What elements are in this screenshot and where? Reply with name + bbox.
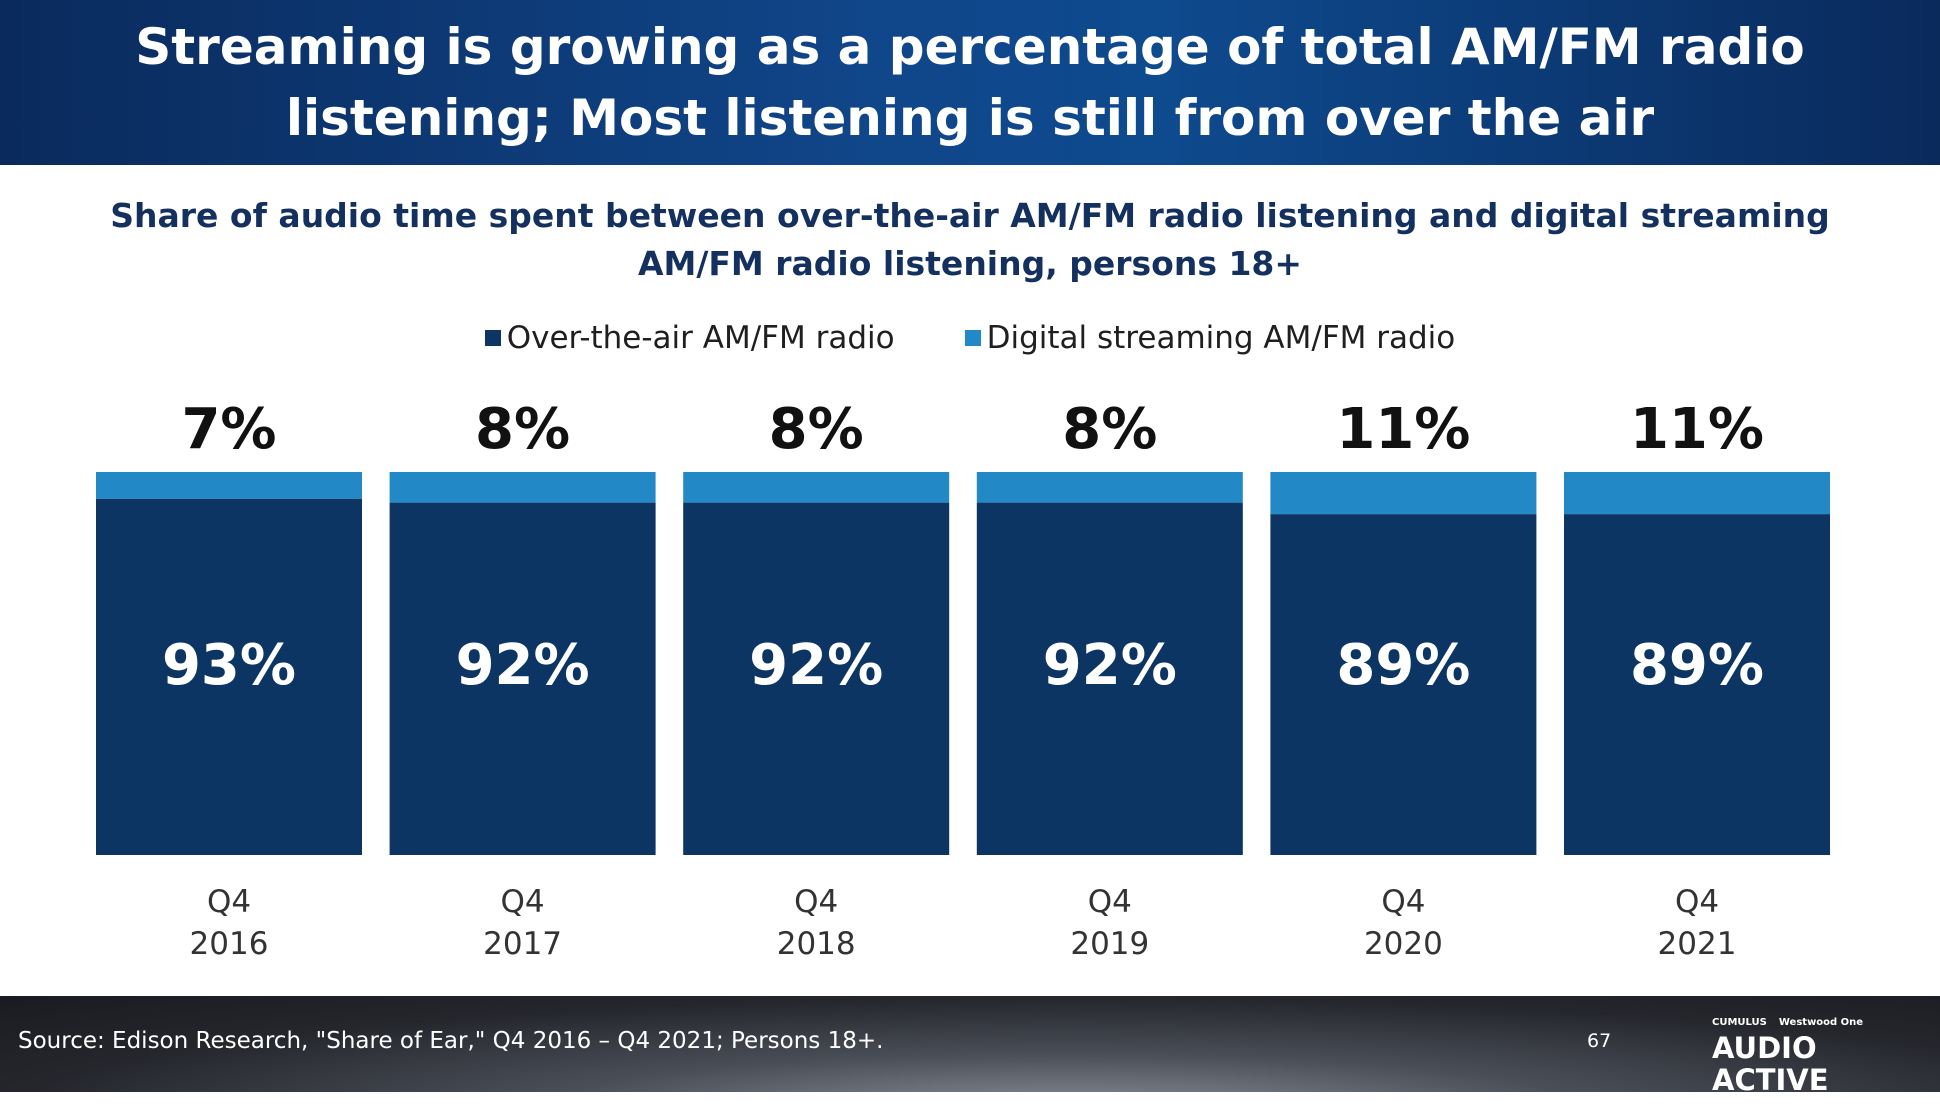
data-label-over-the-air-3: 92% [1043,633,1177,698]
legend-label-over-the-air: Over-the-air AM/FM radio [506,320,895,356]
bar-digital-4 [1270,472,1537,515]
chart-legend: Over-the-air AM/FM radio Digital streami… [0,318,1940,358]
data-label-over-the-air-4: 89% [1336,633,1470,698]
data-label-over-the-air-5: 89% [1630,633,1764,698]
category-label-year-1: 2017 [483,926,562,962]
source-note: Source: Edison Research, "Share of Ear,"… [18,1028,884,1054]
stacked-bar-chart: 93% 7% Q4 2016 92% 8% Q4 2017 92% 8% Q4 2018 92% 8% Q4… [96,397,1830,962]
category-label-year-4: 2020 [1364,926,1443,962]
logo-main-text: AUDIO ACTIVE [1712,1031,1829,1097]
data-label-digital-2: 8% [769,397,864,462]
bar-digital-1 [389,472,656,503]
data-label-digital-1: 8% [475,397,570,462]
category-label-quarter-3: Q4 [1088,884,1132,920]
category-label-quarter-5: Q4 [1675,884,1719,920]
page-title: Streaming is growing as a percentage of … [135,17,1805,147]
bar-digital-2 [683,472,950,503]
footer-bar [0,996,1940,1092]
bar-over-the-air-2 [683,502,950,855]
legend-swatch-over-the-air [484,330,501,346]
data-label-digital-0: 7% [181,397,276,462]
category-label-quarter-2: Q4 [794,884,838,920]
category-label-quarter-0: Q4 [207,884,251,920]
legend-item-over-the-air: Over-the-air AM/FM radio [484,320,895,356]
data-label-over-the-air-2: 92% [749,633,883,698]
legend-label-digital: Digital streaming AM/FM radio [986,320,1456,356]
legend-swatch-digital [964,330,981,346]
bar-over-the-air-5 [1564,514,1830,855]
bar-over-the-air-1 [389,502,656,855]
category-label-year-0: 2016 [190,926,269,962]
bar-digital-5 [1564,472,1830,515]
category-label-year-5: 2021 [1658,926,1737,962]
bar-over-the-air-0 [96,498,362,855]
page-number: 67 [1587,1030,1612,1052]
data-label-over-the-air-1: 92% [456,633,590,698]
category-label-year-2: 2018 [777,926,856,962]
title-banner: Streaming is growing as a percentage of … [0,0,1940,165]
logo-sub-text: GROUP [1757,1097,1882,1111]
data-label-digital-4: 11% [1336,397,1470,462]
logo-brand-right: Westwood One [1778,1016,1864,1028]
bar-digital-0 [96,472,362,499]
chart-subtitle: Share of audio time spent between over-t… [110,196,1830,283]
bar-digital-3 [976,472,1243,503]
data-label-over-the-air-0: 93% [162,633,296,698]
bar-over-the-air-3 [976,502,1243,855]
audio-active-group-logo: CUMULUS Westwood One AUDIO ACTIVE GROUP [1712,1014,1927,1112]
category-label-quarter-4: Q4 [1381,884,1425,920]
data-label-digital-3: 8% [1062,397,1157,462]
data-label-digital-5: 11% [1630,397,1764,462]
logo-brand-left: CUMULUS [1712,1016,1767,1028]
category-label-year-3: 2019 [1070,926,1149,962]
bar-over-the-air-4 [1270,514,1537,855]
category-label-quarter-1: Q4 [501,884,545,920]
legend-item-digital: Digital streaming AM/FM radio [964,320,1456,356]
